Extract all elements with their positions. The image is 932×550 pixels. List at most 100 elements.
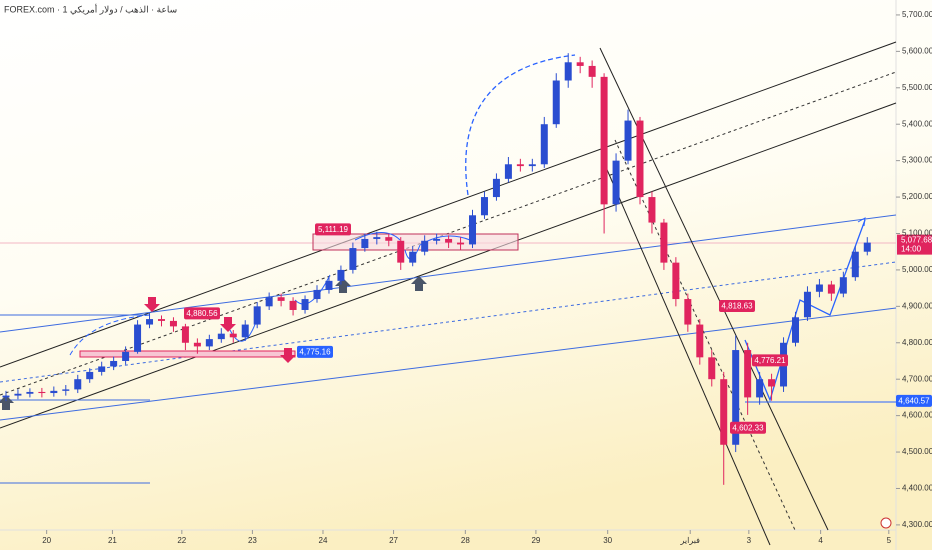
candle-body — [134, 324, 142, 352]
candle-body — [98, 366, 106, 372]
price-label-box — [719, 299, 755, 312]
up-arrow — [335, 278, 351, 293]
candle-body — [253, 306, 261, 325]
y-tick-label: 5,500.00 — [902, 83, 932, 92]
candle-body — [421, 240, 429, 252]
y-tick-label: 4,300.00 — [902, 520, 932, 529]
price-label: 4,880.56 — [186, 309, 218, 318]
candle-body — [684, 299, 692, 325]
candle-body — [433, 238, 441, 241]
candle-body — [26, 391, 34, 394]
x-tick-label: 20 — [42, 536, 51, 545]
candle-body — [373, 237, 381, 239]
trend-line — [0, 214, 897, 333]
x-tick-label: 27 — [389, 536, 398, 545]
candle-body — [205, 339, 213, 347]
candle-body — [552, 80, 560, 125]
candle-body — [588, 65, 596, 77]
price-label-box — [752, 354, 788, 367]
x-tick-label: 28 — [461, 536, 470, 545]
candle-body — [74, 379, 82, 390]
candle-body — [564, 62, 572, 81]
candle-body — [325, 280, 333, 290]
candle-body — [241, 324, 249, 338]
candle-body — [50, 390, 58, 394]
x-tick-label: 30 — [603, 536, 612, 545]
candle-body — [181, 326, 189, 343]
candle-body — [744, 350, 752, 398]
chart-title: FOREX.com · 1 ساعة · الذهب / دولار أمريك… — [4, 2, 177, 15]
price-label-box — [730, 421, 766, 434]
price-label-box — [896, 394, 932, 407]
x-tick-label: 29 — [531, 536, 540, 545]
candle-body — [313, 289, 321, 300]
candle-body — [660, 222, 668, 263]
candle-body — [696, 324, 704, 358]
zone — [79, 350, 296, 358]
labels: 4,880.56 4,775.16 5,111.19 4,818.63 4,776.21… — [184, 223, 932, 434]
candle-body — [409, 251, 417, 263]
candle-body — [349, 248, 357, 270]
candle-body — [480, 197, 488, 216]
candle-body — [839, 277, 847, 294]
x-tick-label: فبراير — [679, 536, 700, 545]
candle-body — [768, 379, 776, 387]
candle-body — [277, 297, 285, 301]
candle-body — [385, 237, 393, 241]
candle-body — [157, 319, 165, 321]
x-tick-label: 24 — [319, 536, 328, 545]
candle-body — [672, 262, 680, 300]
price-label: 5,111.19 — [318, 225, 349, 234]
candle-body — [576, 62, 584, 66]
price-label-box — [184, 307, 220, 320]
down-arrow — [220, 317, 236, 332]
y-tick-label: 4,400.00 — [902, 484, 932, 493]
candle-body — [397, 240, 405, 263]
candle-body — [217, 333, 225, 340]
trend-mid — [0, 261, 897, 383]
candle-body — [851, 251, 859, 278]
candle-body — [624, 120, 632, 161]
y-tick-label: 5,400.00 — [902, 119, 932, 128]
candle-body — [827, 284, 835, 294]
candle-body — [803, 291, 811, 318]
y-tick-label: 5,200.00 — [902, 192, 932, 201]
candle-body — [445, 238, 453, 243]
candle-body — [648, 197, 656, 223]
candle-body — [14, 393, 22, 396]
candle-body — [540, 124, 548, 165]
candle-body — [361, 238, 369, 249]
y-tick-label: 4,600.00 — [902, 411, 932, 420]
price-label: 4,775.16 — [299, 347, 331, 356]
down-arrow — [144, 297, 160, 312]
candle-body — [528, 164, 536, 167]
price-label: 4,602.33 — [732, 423, 764, 432]
price-label-box — [315, 223, 351, 236]
candle-body — [229, 333, 237, 338]
candle-body — [301, 299, 309, 310]
candle-body — [516, 164, 524, 167]
last-price-box — [897, 234, 932, 255]
candle-body — [469, 215, 477, 245]
y-tick-label: 5,100.00 — [902, 229, 932, 238]
trend-line — [0, 307, 897, 421]
swing-arc — [404, 235, 471, 260]
up-arrow — [0, 395, 14, 410]
candle-body — [504, 164, 512, 179]
zone — [312, 233, 519, 251]
y-tick-label: 5,600.00 — [902, 46, 932, 55]
down-channel — [604, 164, 771, 546]
price-label: 4,776.21 — [754, 356, 786, 365]
x-tick-label: 3 — [747, 536, 752, 545]
y-tick-label: 4,700.00 — [902, 374, 932, 383]
candle-body — [815, 284, 823, 292]
candle-body — [193, 342, 201, 347]
flag-icon — [880, 517, 892, 529]
candle-body — [492, 178, 500, 198]
channel-line — [0, 102, 897, 429]
x-tick-label: 23 — [248, 536, 257, 545]
price-label: 4,818.63 — [721, 302, 753, 311]
swing-arc — [354, 232, 401, 241]
